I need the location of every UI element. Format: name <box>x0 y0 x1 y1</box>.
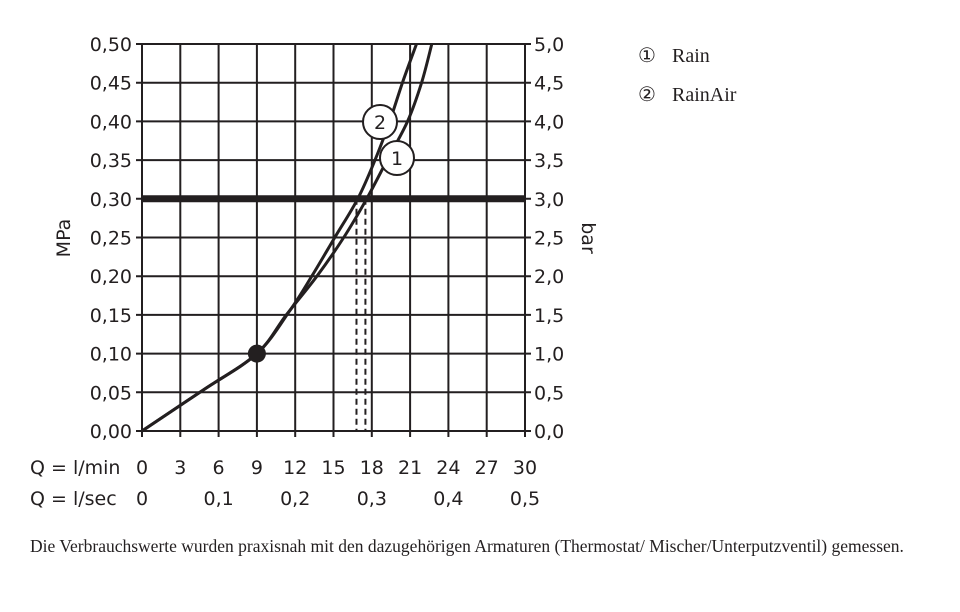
x-tick: 0,4 <box>433 488 463 510</box>
x-tick: 0,2 <box>280 488 310 510</box>
y-tick-left: 0,25 <box>90 228 132 250</box>
x-tick: 18 <box>360 457 384 479</box>
x-tick: 3 <box>174 457 186 479</box>
y-tick-right: 2,5 <box>534 228 564 250</box>
y-tick-left: 0,10 <box>90 344 132 366</box>
y-tick-right: 3,0 <box>534 189 564 211</box>
legend-marker: ② <box>638 84 656 106</box>
y-tick-left: 0,15 <box>90 305 132 327</box>
y-tick-right: 4,5 <box>534 73 564 95</box>
marker-point <box>247 344 266 363</box>
y-tick-left: 0,00 <box>90 421 132 443</box>
series-label: 1 <box>391 148 403 170</box>
y-tick-left: 0,30 <box>90 189 132 211</box>
y-tick-right: 1,0 <box>534 344 564 366</box>
y-axis-label-right: bar <box>577 222 599 254</box>
x-tick: 21 <box>398 457 422 479</box>
x-axis-label: Q = l/min <box>30 457 120 479</box>
series-label-circle <box>379 140 415 176</box>
y-tick-right: 2,0 <box>534 266 564 288</box>
legend-entry: Rain <box>672 45 710 67</box>
y-tick-right: 0,0 <box>534 421 564 443</box>
x-tick: 0,3 <box>357 488 387 510</box>
x-axis-label: Q = l/sec <box>30 488 117 510</box>
series-label-circle <box>362 104 398 140</box>
x-tick: 12 <box>283 457 307 479</box>
y-tick-left: 0,35 <box>90 150 132 172</box>
y-tick-right: 4,0 <box>534 111 564 133</box>
x-tick: 27 <box>475 457 499 479</box>
x-tick: 6 <box>213 457 225 479</box>
x-tick: 0,1 <box>203 488 233 510</box>
y-tick-left: 0,50 <box>90 34 132 56</box>
y-tick-right: 0,5 <box>534 382 564 404</box>
legend-marker: ① <box>638 45 656 67</box>
x-tick: 15 <box>321 457 345 479</box>
y-tick-left: 0,45 <box>90 73 132 95</box>
y-tick-right: 5,0 <box>534 34 564 56</box>
y-axis-label-left: MPa <box>53 219 75 258</box>
footer-note: Die Verbrauchswerte wurden praxisnah mit… <box>30 536 904 556</box>
y-tick-right: 1,5 <box>534 305 564 327</box>
x-tick: 0 <box>136 488 148 510</box>
x-tick: 9 <box>251 457 263 479</box>
y-tick-left: 0,20 <box>90 266 132 288</box>
y-tick-left: 0,05 <box>90 382 132 404</box>
x-tick: 30 <box>513 457 537 479</box>
x-tick: 0,5 <box>510 488 540 510</box>
x-tick: 24 <box>436 457 460 479</box>
legend-entry: RainAir <box>672 84 737 106</box>
series-label: 2 <box>374 112 386 134</box>
y-tick-left: 0,40 <box>90 111 132 133</box>
y-tick-right: 3,5 <box>534 150 564 172</box>
x-tick: 0 <box>136 457 148 479</box>
